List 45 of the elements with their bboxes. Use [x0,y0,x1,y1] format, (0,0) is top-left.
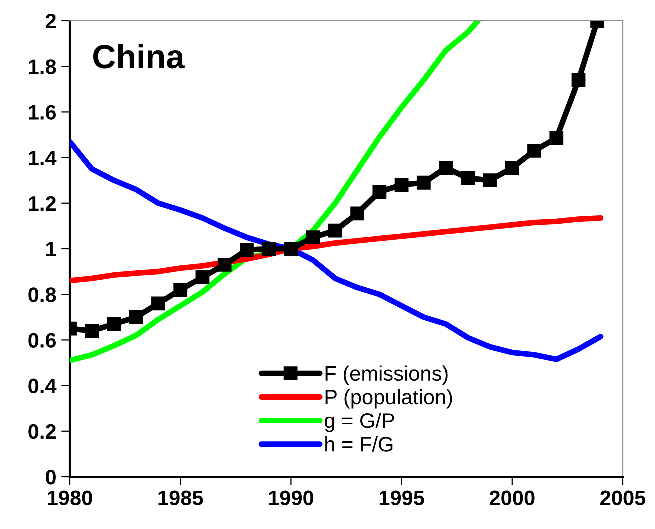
y-tick-label: 1.8 [29,60,56,74]
point [461,171,476,186]
y-tick-label: 0.2 [28,424,56,440]
point [284,242,298,256]
point [528,144,542,158]
point [350,206,365,221]
point [240,243,254,258]
point [572,73,586,88]
legend-label: g = G/P [325,412,394,432]
y-tick-label: 0.4 [28,378,57,394]
y-tick-label: 1 [46,242,56,257]
point [439,161,453,176]
point [550,131,564,146]
point [129,310,144,324]
point [328,224,342,238]
y-tick-label: 1.4 [29,151,57,166]
point [218,258,232,272]
x-tick-label: 2005 [600,490,646,506]
point [483,174,498,188]
point [174,283,188,297]
point [505,161,520,176]
point [306,230,320,245]
legend-label: P (population) [326,389,452,409]
x-tick-label: 1980 [48,490,92,506]
y-tick-label: 0.8 [28,288,56,302]
point [152,296,166,311]
point [85,324,100,338]
point [372,185,387,199]
y-tick-label: 1.2 [29,196,56,211]
legend-label: h = F/G [326,436,393,452]
point [262,242,276,256]
y-tick-label: 0.6 [28,333,56,348]
y-tick-label: 1.6 [29,105,56,120]
point [394,178,409,192]
point [107,317,122,332]
x-tick-label: 1990 [269,490,314,506]
y-tick-label: 0 [46,470,56,485]
x-tick-label: 1985 [158,490,204,506]
text: China [93,44,185,69]
x-tick-label: 2000 [490,490,535,506]
point [416,176,431,190]
y-tick-label: 2 [46,14,56,29]
x-tick-label: 1995 [380,490,424,506]
legend-label: F (emissions) [326,366,448,386]
point [196,270,210,284]
